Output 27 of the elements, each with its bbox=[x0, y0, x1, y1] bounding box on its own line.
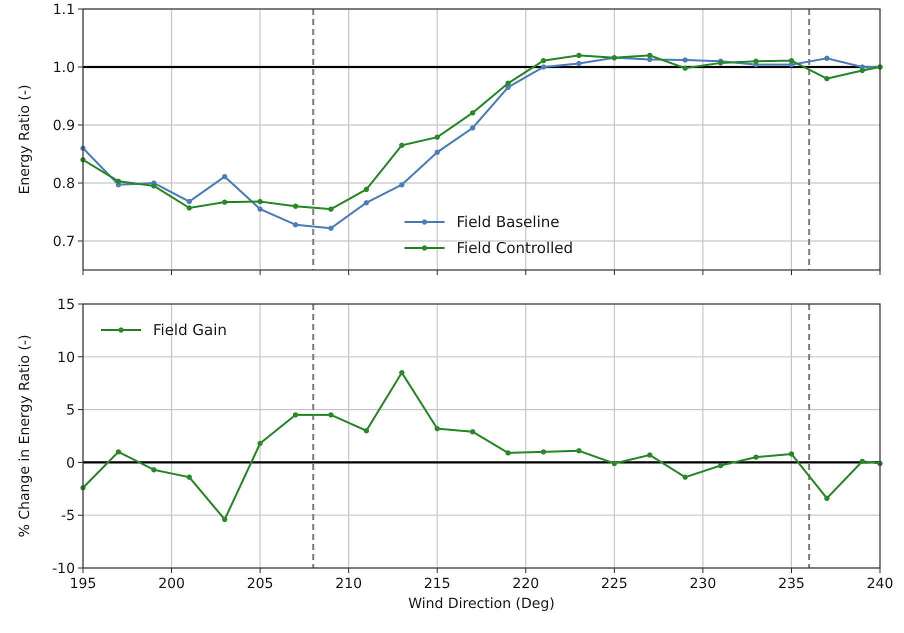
y-tick-label: 1.0 bbox=[52, 60, 75, 76]
y-tick-label: -5 bbox=[61, 508, 75, 524]
y-axis-title: % Change in Energy Ratio (-) bbox=[17, 334, 33, 538]
x-tick-label: 210 bbox=[335, 576, 362, 592]
y-tick-label: 0.7 bbox=[52, 234, 75, 250]
y-tick-label: 10 bbox=[57, 350, 75, 366]
legend-label: Field Controlled bbox=[456, 239, 574, 257]
x-tick-label: 235 bbox=[778, 576, 805, 592]
x-tick-label: 240 bbox=[866, 576, 894, 592]
legend-label: Field Baseline bbox=[456, 213, 560, 231]
x-tick-label: 220 bbox=[512, 576, 540, 592]
y-tick-label: 1.1 bbox=[52, 2, 75, 18]
y-tick-label: 0.8 bbox=[52, 176, 75, 192]
x-axis-title: Wind Direction (Deg) bbox=[408, 596, 555, 612]
y-tick-label: 15 bbox=[57, 297, 75, 313]
y-tick-label: -10 bbox=[52, 561, 75, 577]
x-tick-label: 205 bbox=[246, 576, 274, 592]
y-axis-title: Energy Ratio (-) bbox=[17, 84, 33, 194]
x-tick-label: 215 bbox=[424, 576, 451, 592]
legend-label: Field Gain bbox=[153, 321, 227, 339]
x-tick-label: 200 bbox=[158, 576, 185, 592]
y-tick-label: 5 bbox=[66, 402, 75, 419]
y-tick-label: 0 bbox=[66, 455, 75, 472]
x-tick-label: 225 bbox=[600, 576, 628, 592]
y-tick-label: 0.9 bbox=[52, 118, 75, 134]
x-tick-label: 195 bbox=[70, 576, 96, 592]
x-tick-label: 230 bbox=[690, 576, 716, 592]
